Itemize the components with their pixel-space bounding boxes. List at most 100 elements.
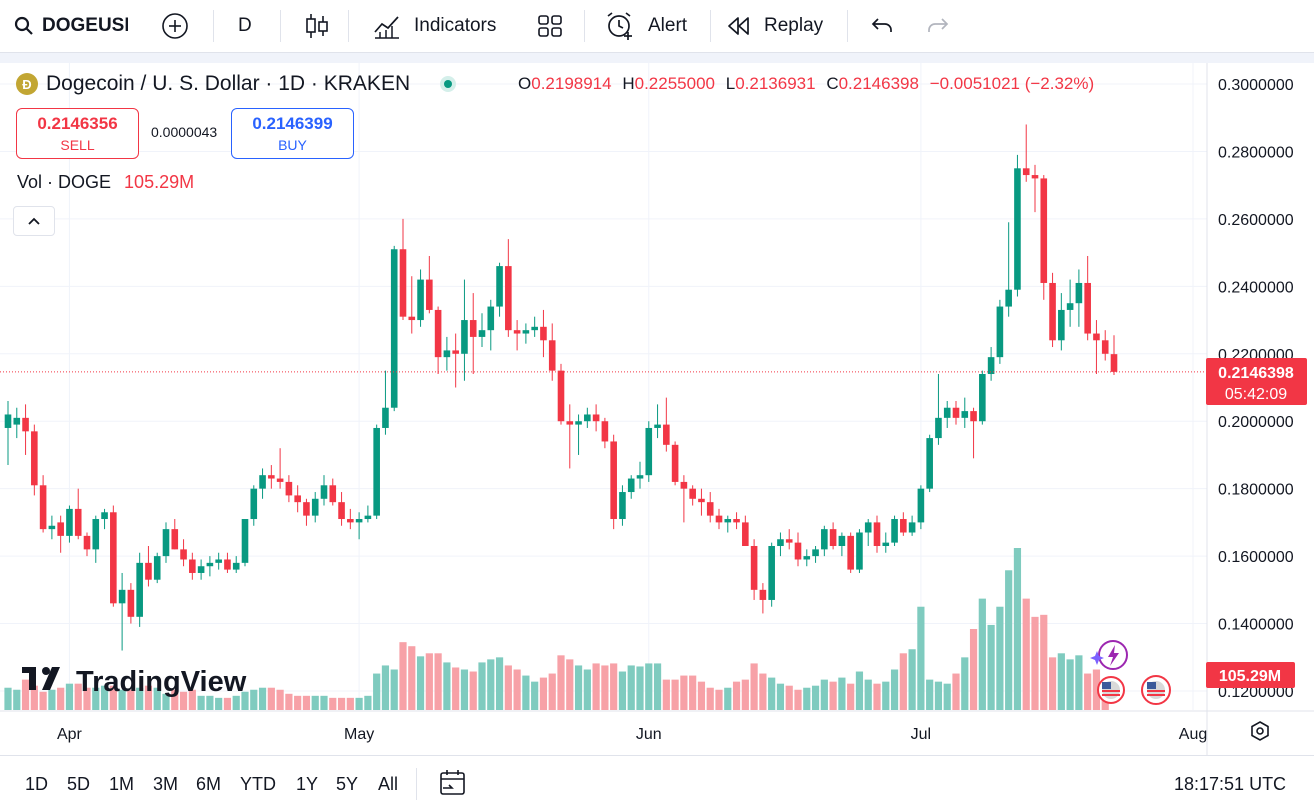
redo-button[interactable] (926, 0, 950, 52)
candle[interactable] (759, 583, 767, 614)
candle[interactable] (118, 572, 126, 651)
candle[interactable] (1093, 320, 1100, 375)
candle[interactable] (1066, 279, 1074, 327)
candle[interactable] (189, 552, 196, 580)
candle[interactable] (1084, 255, 1091, 341)
candle[interactable] (952, 400, 960, 425)
candle[interactable] (1058, 293, 1065, 351)
volume-legend[interactable]: Vol · DOGE 105.29M (17, 172, 194, 193)
candle[interactable] (180, 539, 187, 567)
candle[interactable] (548, 323, 556, 381)
candle[interactable] (996, 299, 1004, 364)
candle[interactable] (785, 529, 793, 550)
candle[interactable] (873, 515, 881, 553)
candle[interactable] (847, 532, 854, 573)
candle[interactable] (268, 465, 275, 489)
candle[interactable] (303, 498, 310, 526)
candle[interactable] (382, 370, 389, 435)
candle[interactable] (935, 374, 942, 445)
candle[interactable] (57, 515, 64, 553)
candle[interactable] (1075, 269, 1083, 327)
candle[interactable] (145, 545, 152, 587)
candle[interactable] (31, 424, 38, 496)
candle[interactable] (926, 434, 933, 493)
us-event-flag-icon[interactable] (1097, 676, 1125, 704)
candle[interactable] (241, 519, 249, 567)
candle[interactable] (619, 485, 626, 526)
candle[interactable] (856, 529, 863, 573)
candle[interactable] (399, 218, 407, 321)
candle[interactable] (698, 488, 705, 516)
candle[interactable] (671, 441, 679, 486)
candle[interactable] (645, 421, 653, 482)
candle[interactable] (592, 404, 600, 432)
candle[interactable] (522, 323, 530, 344)
candle[interactable] (970, 407, 977, 459)
candle[interactable] (434, 306, 442, 375)
indicators-button[interactable]: Indicators (372, 0, 496, 52)
candle[interactable] (821, 525, 828, 557)
candle[interactable] (110, 505, 117, 607)
candle[interactable] (487, 299, 495, 351)
candle[interactable] (829, 522, 837, 550)
candle[interactable] (917, 485, 925, 530)
candle[interactable] (426, 255, 433, 314)
candle[interactable] (513, 320, 521, 351)
candle[interactable] (276, 448, 284, 489)
candle[interactable] (584, 407, 591, 428)
candle[interactable] (689, 485, 696, 506)
candle[interactable] (232, 556, 240, 573)
candle[interactable] (566, 404, 574, 469)
candle[interactable] (364, 505, 372, 523)
candle[interactable] (39, 475, 47, 533)
candle[interactable] (162, 522, 170, 563)
candle[interactable] (891, 515, 898, 546)
symbol-legend[interactable]: Ð Dogecoin / U. S. Dollar · 1D · KRAKEN (16, 72, 457, 96)
chart-type-button[interactable] (304, 0, 330, 52)
range-button-5d[interactable]: 5D (67, 774, 91, 794)
tradingview-logo[interactable]: TradingView (22, 666, 247, 698)
candle[interactable] (557, 363, 565, 425)
candle[interactable] (206, 556, 214, 577)
compare-button[interactable] (161, 0, 189, 52)
candle[interactable] (48, 515, 56, 540)
candle[interactable] (943, 400, 951, 428)
candle[interactable] (864, 519, 872, 546)
candle[interactable] (601, 417, 609, 449)
price-axis[interactable]: 0.30000000.28000000.26000000.24000000.22… (1206, 63, 1294, 755)
candle[interactable] (777, 532, 784, 557)
candle[interactable] (1049, 272, 1056, 348)
candle[interactable] (742, 515, 749, 546)
candle[interactable] (680, 475, 688, 523)
us-event-flag-icon[interactable] (1141, 675, 1171, 705)
candle[interactable] (136, 552, 143, 627)
utc-clock[interactable]: 18:17:51 UTC (1174, 774, 1287, 794)
candle[interactable] (285, 475, 293, 503)
sell-button[interactable]: 0.2146356 SELL (16, 108, 139, 159)
settings-icon[interactable] (1251, 721, 1269, 741)
candle[interactable] (443, 336, 451, 371)
candle[interactable] (92, 515, 100, 563)
interval-button[interactable]: D (238, 0, 252, 52)
candle[interactable] (1022, 124, 1030, 182)
candle[interactable] (22, 404, 29, 455)
candle[interactable] (101, 508, 108, 530)
range-button-5y[interactable]: 5Y (336, 774, 359, 794)
candle[interactable] (329, 478, 337, 506)
candle[interactable] (750, 539, 758, 600)
candle[interactable] (153, 552, 161, 584)
candle[interactable] (390, 245, 398, 412)
range-button-ytd[interactable]: YTD (240, 774, 276, 794)
candle[interactable] (373, 424, 380, 520)
collapse-legend-button[interactable] (13, 206, 55, 236)
candle[interactable] (961, 397, 969, 428)
candle[interactable] (531, 316, 538, 337)
candle[interactable] (496, 262, 503, 317)
candle[interactable] (197, 559, 205, 580)
candle[interactable] (66, 505, 73, 543)
buy-button[interactable]: 0.2146399 BUY (231, 108, 354, 159)
candle[interactable] (74, 488, 82, 540)
candle[interactable] (4, 400, 12, 466)
candle[interactable] (347, 508, 354, 530)
